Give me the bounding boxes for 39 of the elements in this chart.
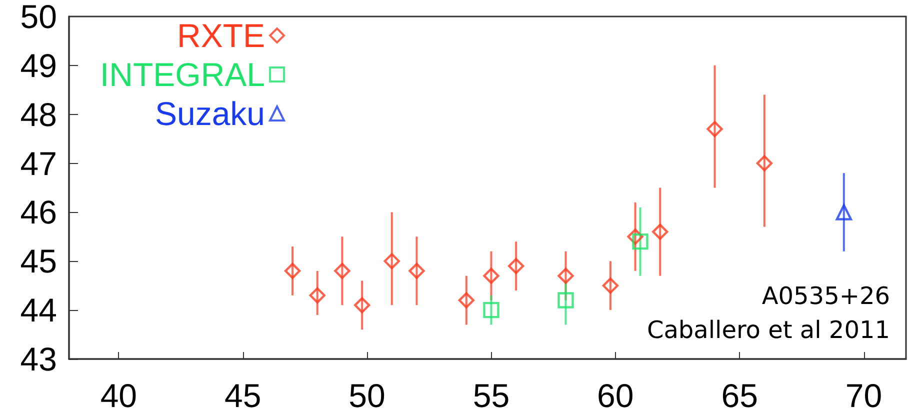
- x-tick-label: 50: [348, 377, 386, 414]
- point: [309, 287, 326, 304]
- point: [284, 262, 301, 280]
- point: [627, 228, 644, 245]
- y-tick-label: 50: [20, 0, 57, 35]
- point: [836, 204, 852, 220]
- point: [558, 292, 574, 308]
- y-tick-label: 43: [20, 340, 57, 378]
- legend-label: Suzaku: [154, 95, 266, 132]
- x-tick-label: 55: [472, 377, 510, 414]
- x-tick-label: 45: [224, 377, 262, 414]
- legend-label: INTEGRAL: [100, 56, 266, 93]
- point: [558, 268, 574, 284]
- point: [706, 120, 723, 138]
- y-tick-label: 46: [20, 194, 57, 231]
- annotation: A0535+26: [762, 282, 890, 310]
- annotation: Caballero et al 2011: [646, 316, 890, 344]
- y-tick-label: 45: [20, 242, 57, 280]
- point: [652, 224, 668, 240]
- point: [602, 278, 619, 294]
- point: [632, 233, 648, 250]
- point: [354, 297, 370, 314]
- y-tick-label: 48: [20, 96, 57, 133]
- point: [483, 268, 500, 284]
- point: [408, 262, 425, 280]
- x-tick-label: 60: [597, 377, 634, 414]
- legend-label: RXTE: [177, 17, 266, 54]
- point: [756, 155, 773, 172]
- x-tick-label: 70: [845, 377, 882, 414]
- point: [334, 262, 350, 280]
- x-tick-label: 40: [100, 377, 138, 414]
- y-tick-label: 47: [20, 144, 57, 182]
- y-tick-label: 44: [20, 292, 57, 329]
- y-tick-label: 49: [20, 46, 57, 84]
- x-tick-label: 65: [721, 377, 758, 414]
- point: [458, 292, 474, 308]
- point: [508, 258, 524, 274]
- point: [483, 302, 500, 318]
- point: [384, 253, 400, 270]
